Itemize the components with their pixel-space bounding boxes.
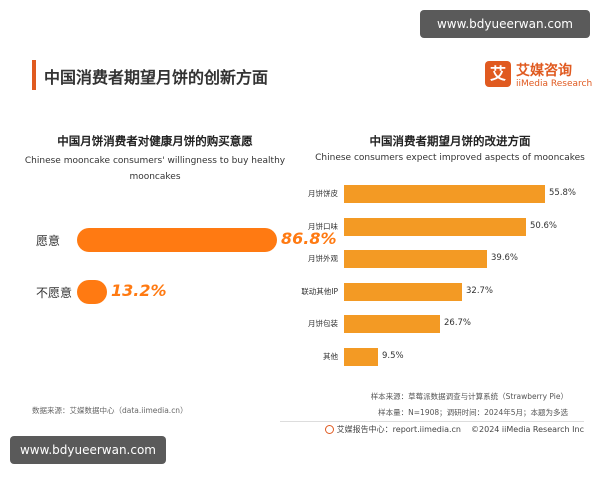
right-chart-category-label: 月饼口味: [308, 222, 338, 231]
right-chart-row: 月饼包装 26.7%: [290, 315, 590, 333]
brand-name: 艾媒咨询: [516, 63, 572, 79]
right-chart-bar: [344, 250, 487, 268]
report-center-icon: [324, 425, 334, 434]
right-chart-category-label: 月饼包装: [308, 319, 338, 328]
right-chart-category-label: 联动其他IP: [301, 287, 338, 296]
left-chart-bar: [77, 280, 107, 304]
right-chart-bar: [344, 315, 440, 333]
footer-divider: [280, 421, 584, 422]
left-chart-value-label: 13.2%: [111, 281, 167, 300]
left-chart-value-label: 86.8%: [281, 229, 337, 248]
data-source-note: 数据来源：艾媒数据中心（data.iimedia.cn）: [32, 406, 188, 415]
watermark-top[interactable]: www.bdyueerwan.com: [420, 10, 590, 38]
left-chart-subtitle: Chinese mooncake consumers' willingness …: [24, 156, 286, 182]
copyright-text: ©2024 iiMedia Research Inc: [471, 425, 584, 434]
right-chart-category-label: 月饼饼皮: [308, 189, 338, 198]
page-title: 中国消费者期望月饼的创新方面: [44, 68, 269, 87]
right-chart-value-label: 26.7%: [444, 318, 472, 328]
right-chart-bar: [344, 185, 545, 203]
right-chart-value-label: 55.8%: [549, 188, 577, 198]
left-chart-category-label: 愿意: [36, 234, 61, 248]
right-chart-value-label: 32.7%: [466, 286, 494, 296]
sample-source-note: 样本来源：草莓派数据调查与计算系统（Strawberry Pie）: [370, 392, 568, 401]
brand-logo-icon: 艾: [485, 61, 511, 87]
right-chart-row: 月饼外观 39.6%: [290, 250, 590, 268]
right-chart-row: 月饼口味 50.6%: [290, 218, 590, 236]
title-accent-bar: [32, 60, 36, 90]
left-chart-category-label: 不愿意: [36, 286, 73, 300]
right-chart-subtitle: Chinese consumers expect improved aspect…: [315, 153, 585, 163]
right-chart-bar: [344, 218, 526, 236]
brand-logo: 艾 艾媒咨询 iiMedia Research: [485, 59, 593, 91]
right-chart-bar: [344, 283, 462, 301]
watermark-bottom[interactable]: www.bdyueerwan.com: [10, 436, 166, 464]
report-center-text: 艾媒报告中心：report.iimedia.cn: [336, 425, 462, 434]
right-chart-row: 月饼饼皮 55.8%: [290, 185, 590, 203]
right-chart-row: 联动其他IP 32.7%: [290, 283, 590, 301]
brand-subtitle: iiMedia Research: [516, 79, 593, 89]
right-chart-value-label: 9.5%: [382, 351, 404, 361]
right-chart-row: 其他 9.5%: [290, 348, 590, 366]
right-chart-category-label: 其他: [323, 352, 338, 361]
left-chart-title: 中国月饼消费者对健康月饼的购买意愿: [57, 134, 253, 148]
sample-size-note: 样本量：N=1908；调研时间：2024年5月；本题为多选: [378, 408, 568, 417]
footer-row: 艾媒报告中心：report.iimedia.cn ©2024 iiMedia Re…: [324, 424, 584, 435]
right-chart-bar: [344, 348, 378, 366]
left-chart-bar: [77, 228, 277, 252]
right-chart-category-label: 月饼外观: [308, 254, 338, 263]
right-chart-value-label: 50.6%: [530, 221, 558, 231]
right-chart-title: 中国消费者期望月饼的改进方面: [369, 134, 531, 148]
right-chart-value-label: 39.6%: [491, 253, 519, 263]
